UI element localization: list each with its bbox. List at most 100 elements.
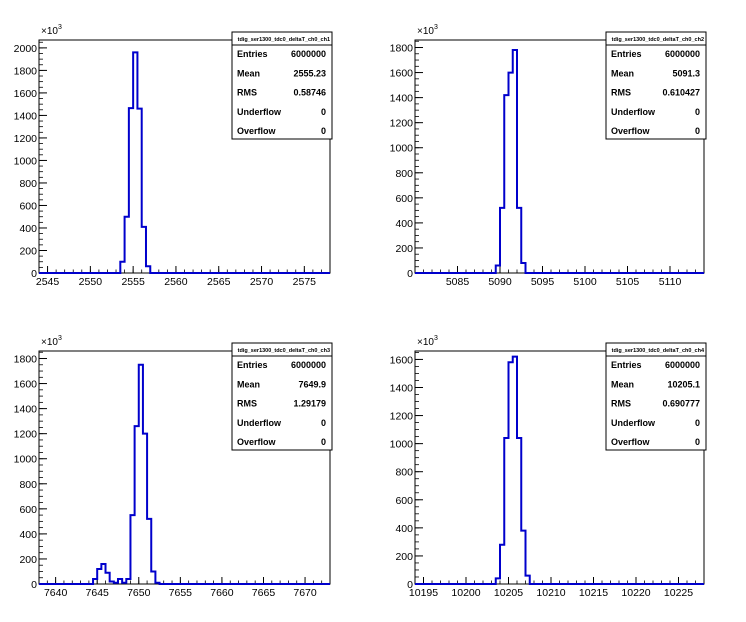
histogram-title: tdig_ser1300_tdc0_deltaT_ch0_ch4	[612, 348, 705, 354]
x-tick-label: 10220	[621, 587, 650, 599]
x-tick-label: 7640	[44, 587, 68, 599]
stats-box: tdig_ser1300_tdc0_deltaT_ch0_ch1 Entries 6…	[231, 31, 333, 140]
stats-label: Entries	[237, 360, 268, 370]
x-tick-label: 7670	[293, 587, 317, 599]
histogram-bin	[139, 365, 143, 584]
y-tick-label: 400	[395, 523, 413, 535]
histogram-outline	[39, 51, 330, 274]
x-tick-label: 2575	[293, 276, 317, 288]
histogram-bin	[500, 208, 504, 273]
stats-box: tdig_ser1300_tdc0_deltaT_ch0_ch2 Entries 6…	[605, 31, 707, 140]
y-tick-label: 1200	[14, 429, 38, 441]
y-tick-label: 800	[395, 168, 413, 180]
stats-value: 5091.3	[672, 68, 700, 78]
stats-label: Entries	[611, 360, 642, 370]
y-tick-label: 1400	[390, 93, 414, 105]
histogram-bin	[129, 108, 133, 273]
histogram-bin	[120, 262, 124, 273]
stats-value: 6000000	[291, 49, 326, 59]
y-tick-label: 1400	[390, 382, 414, 394]
y-tick-label: 1400	[14, 404, 38, 416]
stats-value: 0.610427	[662, 88, 700, 98]
histogram-bin	[521, 531, 525, 584]
x-tick-label: 2570	[250, 276, 274, 288]
y-tick-label: 1600	[14, 379, 38, 391]
stats-value: 0	[321, 126, 326, 136]
histogram-bin	[155, 583, 159, 584]
y-tick-label: 1800	[390, 43, 414, 55]
y-tick-label: 1600	[14, 88, 38, 100]
x-tick-label: 10200	[451, 587, 480, 599]
histogram-bin	[496, 578, 500, 584]
stats-value: 0	[695, 107, 700, 117]
x-tick-label: 10205	[494, 587, 523, 599]
x-tick-label: 5090	[488, 276, 512, 288]
stats-value: 6000000	[665, 360, 700, 370]
stats-value: 0	[321, 437, 326, 447]
x-tick-label: 7650	[127, 587, 151, 599]
y-tick-label: 1000	[390, 439, 414, 451]
x-tick-label: 7660	[210, 587, 234, 599]
stats-value: 7649.9	[298, 379, 326, 389]
histogram-bin	[151, 571, 155, 584]
x-tick-label: 2560	[164, 276, 188, 288]
y-tick-label: 800	[19, 178, 37, 190]
x-tick-label: 2550	[79, 276, 103, 288]
histogram-bin	[517, 438, 521, 584]
histogram-bin	[496, 265, 500, 273]
histogram-bin	[101, 564, 105, 584]
x-tick-label: 2545	[36, 276, 60, 288]
stats-value: 0.58746	[293, 88, 326, 98]
stats-label: RMS	[237, 88, 257, 98]
histogram-bin	[143, 434, 147, 584]
stats-box: tdig_ser1300_tdc0_deltaT_ch0_ch3 Entries 6…	[231, 342, 333, 451]
y-tick-label: 400	[395, 218, 413, 230]
y-tick-label: 800	[395, 467, 413, 479]
stats-box-frame	[605, 31, 707, 140]
y-tick-label: 1200	[390, 118, 414, 130]
x-tick-label: 7655	[169, 587, 193, 599]
stats-value: 1.29179	[293, 399, 326, 409]
stats-label: Underflow	[611, 418, 656, 428]
histogram-bin	[517, 208, 521, 273]
y-exponent-label: ×103	[41, 335, 62, 348]
histogram-outline	[415, 49, 704, 274]
stats-label: Mean	[611, 379, 634, 389]
histogram-bin	[110, 581, 114, 584]
stats-label: Entries	[611, 49, 642, 59]
x-tick-label: 10215	[579, 587, 608, 599]
stats-value: 0	[695, 437, 700, 447]
y-exponent-label: ×103	[41, 24, 62, 37]
histogram-bin	[93, 579, 97, 584]
y-tick-label: 0	[31, 268, 37, 280]
stats-label: RMS	[237, 399, 257, 409]
histogram-title: tdig_ser1300_tdc0_deltaT_ch0_ch2	[612, 37, 704, 43]
x-tick-label: 10210	[536, 587, 565, 599]
stats-label: RMS	[611, 399, 631, 409]
y-tick-label: 0	[407, 268, 413, 280]
y-tick-label: 0	[31, 579, 37, 591]
stats-label: Mean	[237, 68, 260, 78]
stats-label: Mean	[237, 379, 260, 389]
y-tick-label: 1600	[390, 68, 414, 80]
histogram-bin	[504, 438, 508, 584]
histogram-bin	[126, 579, 130, 584]
stats-value: 6000000	[665, 49, 700, 59]
stats-box-frame	[231, 31, 333, 140]
stats-value: 10205.1	[667, 379, 700, 389]
stats-label: RMS	[611, 88, 631, 98]
histogram-bin	[500, 545, 504, 584]
x-tick-label: 2565	[207, 276, 231, 288]
histogram-title: tdig_ser1300_tdc0_deltaT_ch0_ch1	[238, 37, 330, 43]
stats-box: tdig_ser1300_tdc0_deltaT_ch0_ch4 Entries 6…	[605, 342, 707, 451]
histogram-bin	[114, 583, 118, 584]
histogram-bin	[135, 426, 139, 584]
x-tick-label: 7645	[86, 587, 110, 599]
y-tick-label: 1000	[14, 454, 38, 466]
y-tick-label: 600	[19, 504, 37, 516]
histogram-bin	[513, 50, 517, 273]
histogram-bin	[513, 357, 517, 584]
x-tick-label: 5110	[659, 276, 682, 288]
histogram-panel-ch3: 7640 7645 7650 7655 7660 7665 7670 0 200 400 600 80…	[14, 335, 333, 599]
